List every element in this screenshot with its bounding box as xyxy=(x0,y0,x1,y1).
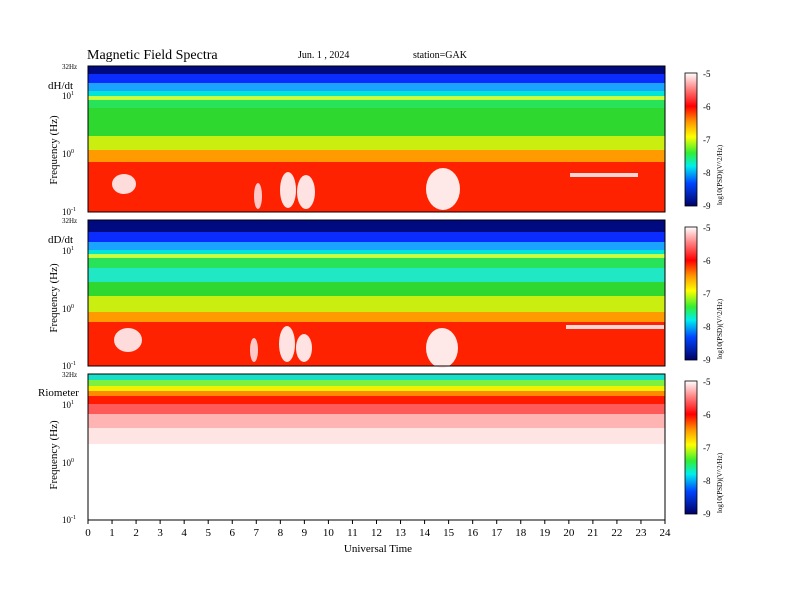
ylabel-riometer: Frequency (Hz) xyxy=(48,420,60,490)
plot-frame-dddt xyxy=(87,219,666,367)
cbar-dhdt-tick-5: -9 xyxy=(703,201,711,211)
ytick-dhdt-3: 10-1 xyxy=(62,207,76,217)
x-axis-label: Universal Time xyxy=(344,543,412,555)
top-freq-label-dhdt: 32Hz xyxy=(62,63,77,71)
cbar-dhdt-label: log10(PSD)(V^2/Hz) xyxy=(716,144,724,205)
x-tick-label: 8 xyxy=(278,527,284,539)
x-tick-label: 19 xyxy=(539,527,551,539)
x-tick-label: 10 xyxy=(323,527,335,539)
x-tick-label: 14 xyxy=(419,527,431,539)
cbar-dddt-tick-1: -5 xyxy=(703,223,711,233)
spectrogram-dhdt xyxy=(88,66,665,212)
x-tick-label: 12 xyxy=(371,527,382,539)
panel-dddt: 32Hz dD/dt Frequency (Hz) 101 100 10-1 -… xyxy=(48,217,724,371)
x-tick-label: 7 xyxy=(254,527,260,539)
spectrogram-dddt xyxy=(88,220,665,368)
ytick-dddt-2: 100 xyxy=(62,304,74,314)
x-tick-label: 17 xyxy=(491,527,503,539)
cbar-dddt-label: log10(PSD)(V^2/Hz) xyxy=(716,298,724,359)
x-tick-label: 22 xyxy=(611,527,622,539)
colorbar-dhdt: -5 -6 -7 -8 -9 log10(PSD)(V^2/Hz) xyxy=(684,69,724,211)
top-freq-label-riometer: 32Hz xyxy=(62,371,77,379)
panel-label-dddt: dD/dt xyxy=(48,234,73,246)
x-tick-label: 1 xyxy=(109,527,115,539)
panel-riometer: 32Hz Riometer Frequency (Hz) 101 100 10-… xyxy=(38,371,724,525)
ytick-riometer-3: 10-1 xyxy=(62,515,76,525)
x-tick-label: 16 xyxy=(467,527,479,539)
panel-label-dhdt: dH/dt xyxy=(48,80,73,92)
x-tick-label: 21 xyxy=(587,527,598,539)
x-tick-label: 15 xyxy=(443,527,455,539)
cbar-dddt-tick-4: -8 xyxy=(703,322,711,332)
ytick-dhdt-1: 101 xyxy=(62,91,74,101)
ylabel-dhdt: Frequency (Hz) xyxy=(48,115,60,185)
x-tick-label: 5 xyxy=(205,527,211,539)
x-tick-label: 2 xyxy=(133,527,139,539)
panel-label-riometer: Riometer xyxy=(38,387,79,399)
station-label: station=GAK xyxy=(413,50,468,61)
cbar-dddt-tick-2: -6 xyxy=(703,256,711,266)
cbar-dhdt-tick-4: -8 xyxy=(703,168,711,178)
cbar-riometer-tick-3: -7 xyxy=(703,443,711,453)
x-tick-label: 24 xyxy=(660,527,672,539)
x-tick-label: 4 xyxy=(181,527,187,539)
cbar-dhdt-tick-1: -5 xyxy=(703,69,711,79)
ylabel-dddt: Frequency (Hz) xyxy=(48,263,60,333)
spectrogram-riometer xyxy=(88,374,665,520)
cbar-dddt-tick-5: -9 xyxy=(703,355,711,365)
x-tick-label: 6 xyxy=(230,527,236,539)
cbar-riometer-tick-5: -9 xyxy=(703,509,711,519)
colorbar-dddt: -5 -6 -7 -8 -9 log10(PSD)(V^2/Hz) xyxy=(684,223,724,365)
cbar-riometer-tick-2: -6 xyxy=(703,410,711,420)
ytick-riometer-1: 101 xyxy=(62,400,74,410)
top-freq-label-dddt: 32Hz xyxy=(62,217,77,225)
x-tick-label: 18 xyxy=(515,527,527,539)
cbar-dddt-tick-3: -7 xyxy=(703,289,711,299)
date-label: Jun. 1 , 2024 xyxy=(298,50,349,61)
x-tick-label: 9 xyxy=(302,527,308,539)
plot-frame-dhdt xyxy=(87,65,666,213)
cbar-riometer-tick-1: -5 xyxy=(703,377,711,387)
cbar-dhdt-tick-3: -7 xyxy=(703,135,711,145)
panel-dhdt: 32Hz dH/dt Frequency (Hz) 101 100 10-1 -… xyxy=(48,63,724,217)
ytick-dddt-3: 10-1 xyxy=(62,361,76,371)
x-tick-label: 13 xyxy=(395,527,407,539)
x-tick-label: 23 xyxy=(635,527,647,539)
x-tick-label: 0 xyxy=(85,527,91,539)
cbar-riometer-label: log10(PSD)(V^2/Hz) xyxy=(716,452,724,513)
x-tick-label: 20 xyxy=(563,527,575,539)
x-tick-label: 3 xyxy=(157,527,163,539)
colorbar-riometer: -5 -6 -7 -8 -9 log10(PSD)(V^2/Hz) xyxy=(684,377,724,519)
x-axis: 0 1 2 3 4 5 6 7 8 9 10 11 12 13 14 15 16 17 18 19 20 21 22 23 24 xyxy=(85,520,671,539)
ytick-riometer-2: 100 xyxy=(62,458,74,468)
figure-title: Magnetic Field Spectra xyxy=(87,48,218,63)
ytick-dddt-1: 101 xyxy=(62,246,74,256)
x-tick-label: 11 xyxy=(347,527,358,539)
cbar-dhdt-tick-2: -6 xyxy=(703,102,711,112)
cbar-riometer-tick-4: -8 xyxy=(703,476,711,486)
ytick-dhdt-2: 100 xyxy=(62,149,74,159)
